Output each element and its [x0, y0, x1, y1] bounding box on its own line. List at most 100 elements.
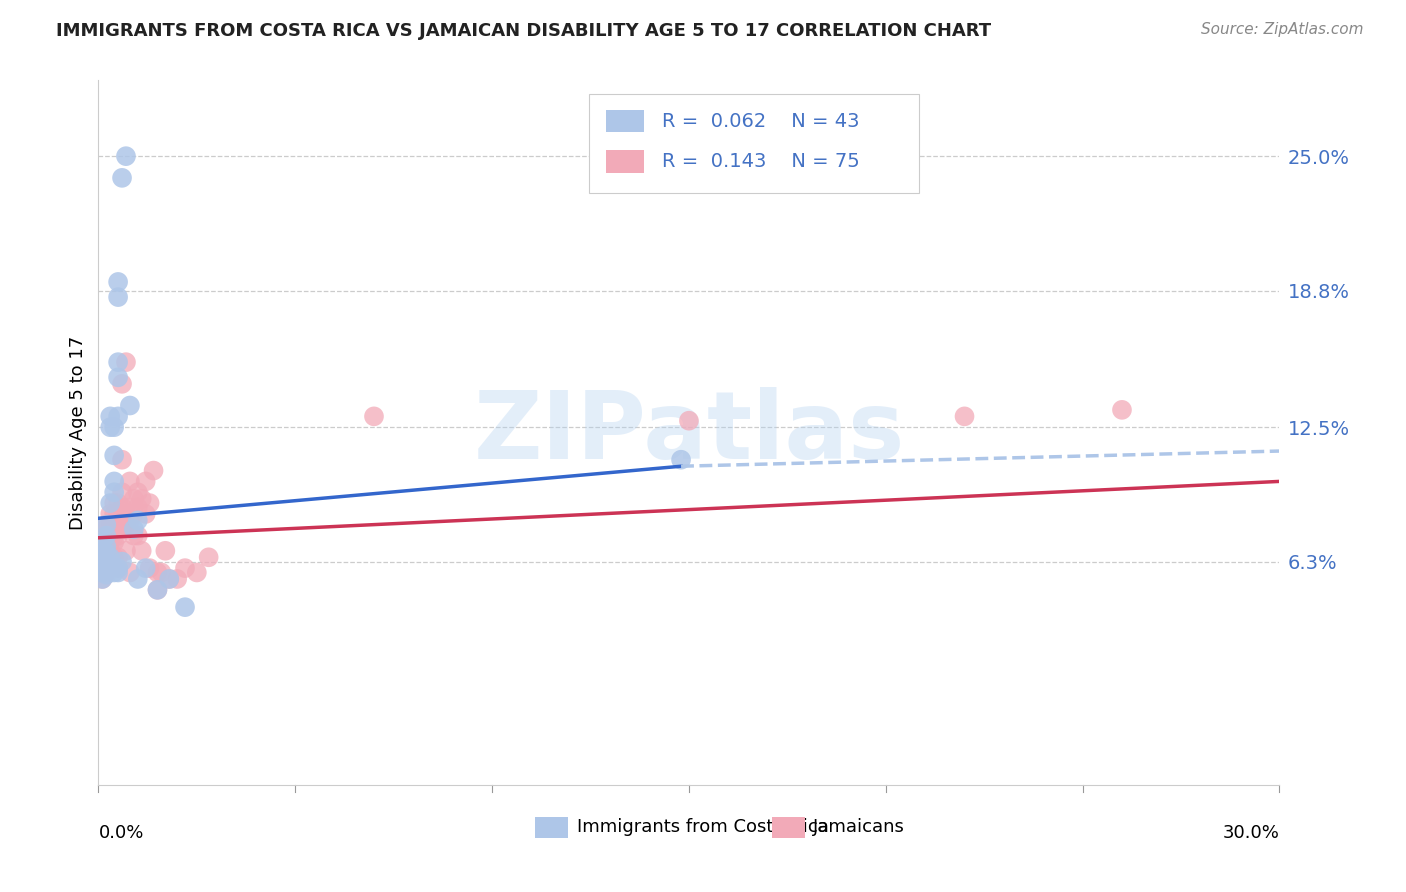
Point [96, 550, 118, 565]
Point [107, 561, 129, 575]
Text: R =  0.062    N = 43: R = 0.062 N = 43 [662, 112, 859, 130]
Point [96, 566, 118, 580]
Text: IMMIGRANTS FROM COSTA RICA VS JAMAICAN DISABILITY AGE 5 TO 17 CORRELATION CHART: IMMIGRANTS FROM COSTA RICA VS JAMAICAN D… [56, 22, 991, 40]
Point [111, 485, 134, 500]
Point [91, 540, 114, 554]
Point [96, 555, 118, 569]
Point [115, 507, 138, 521]
Point [111, 500, 134, 515]
Point [118, 566, 141, 580]
Point [131, 543, 153, 558]
Point [98, 550, 121, 565]
Point [127, 528, 149, 542]
Point [138, 561, 160, 575]
FancyBboxPatch shape [606, 110, 644, 132]
Point [127, 485, 149, 500]
Point [91, 535, 114, 549]
Point [127, 572, 149, 586]
Point [174, 600, 197, 615]
Point [103, 561, 125, 575]
Point [157, 572, 180, 586]
Point [103, 507, 125, 521]
Point [96, 540, 118, 554]
Point [103, 557, 125, 571]
Point [96, 567, 118, 582]
Point [146, 566, 169, 580]
Point [146, 582, 169, 597]
Point [107, 528, 129, 542]
Text: ZIPatlas: ZIPatlas [474, 386, 904, 479]
Point [96, 528, 118, 542]
Point [98, 507, 121, 521]
Point [107, 517, 129, 532]
Point [98, 550, 121, 565]
Point [107, 496, 129, 510]
Point [197, 550, 219, 565]
Point [115, 543, 138, 558]
Point [91, 572, 114, 586]
FancyBboxPatch shape [589, 95, 920, 193]
Point [103, 517, 125, 532]
Point [122, 491, 145, 506]
Point [98, 420, 121, 434]
Point [96, 561, 118, 575]
Point [127, 500, 149, 515]
Point [155, 543, 177, 558]
Point [107, 290, 129, 304]
Point [107, 355, 129, 369]
Point [142, 464, 165, 478]
Point [98, 535, 121, 549]
Text: R =  0.143    N = 75: R = 0.143 N = 75 [662, 152, 859, 171]
Point [157, 572, 180, 586]
Point [103, 485, 125, 500]
Point [107, 409, 129, 424]
Point [107, 566, 129, 580]
Point [91, 543, 114, 558]
Point [118, 475, 141, 489]
Point [122, 522, 145, 536]
Point [96, 546, 118, 560]
Point [98, 517, 121, 532]
Point [1111, 402, 1133, 417]
Point [111, 513, 134, 527]
Point [678, 414, 700, 428]
Point [98, 528, 121, 542]
Text: 0.0%: 0.0% [98, 823, 143, 842]
Point [103, 449, 125, 463]
Point [127, 513, 149, 527]
Point [91, 550, 114, 565]
Point [107, 561, 129, 575]
Point [96, 517, 118, 532]
Point [96, 543, 118, 558]
Point [363, 409, 385, 424]
Point [107, 370, 129, 384]
Point [953, 409, 976, 424]
Y-axis label: Disability Age 5 to 17: Disability Age 5 to 17 [69, 335, 87, 530]
Point [150, 566, 173, 580]
Point [186, 566, 208, 580]
Point [98, 561, 121, 575]
Text: Immigrants from Costa Rica: Immigrants from Costa Rica [576, 818, 828, 836]
Point [111, 555, 134, 569]
Point [98, 561, 121, 575]
Point [115, 517, 138, 532]
Point [122, 528, 145, 542]
Point [91, 557, 114, 571]
Text: 30.0%: 30.0% [1223, 823, 1279, 842]
Point [115, 355, 138, 369]
Point [96, 561, 118, 575]
Point [118, 399, 141, 413]
Point [91, 561, 114, 575]
Point [91, 557, 114, 571]
Point [98, 543, 121, 558]
Point [135, 561, 157, 575]
Point [122, 507, 145, 521]
Point [111, 452, 134, 467]
Point [103, 535, 125, 549]
FancyBboxPatch shape [772, 817, 804, 838]
Point [103, 496, 125, 510]
Point [138, 496, 160, 510]
Point [103, 528, 125, 542]
Point [111, 522, 134, 536]
Point [96, 522, 118, 536]
